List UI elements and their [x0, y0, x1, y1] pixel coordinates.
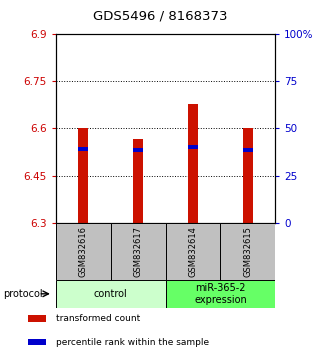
Text: percentile rank within the sample: percentile rank within the sample — [56, 337, 209, 347]
Bar — [166, 223, 220, 280]
Bar — [28, 338, 46, 346]
Bar — [78, 128, 88, 223]
Bar — [243, 128, 253, 223]
Bar — [56, 223, 111, 280]
Bar — [188, 145, 198, 149]
Bar — [166, 280, 275, 308]
Text: control: control — [94, 289, 128, 299]
Bar — [78, 147, 88, 152]
Text: protocol: protocol — [3, 289, 43, 299]
Text: GSM832615: GSM832615 — [243, 226, 252, 277]
Bar — [111, 223, 166, 280]
Text: GSM832614: GSM832614 — [188, 226, 197, 277]
Bar — [28, 315, 46, 321]
Text: miR-365-2
expression: miR-365-2 expression — [194, 283, 247, 305]
Bar — [56, 280, 166, 308]
Bar — [133, 139, 143, 223]
Bar — [243, 148, 253, 152]
Text: GSM832616: GSM832616 — [79, 226, 88, 277]
Bar — [188, 104, 198, 223]
Text: GDS5496 / 8168373: GDS5496 / 8168373 — [93, 10, 227, 22]
Bar — [220, 223, 275, 280]
Bar — [133, 148, 143, 152]
Text: transformed count: transformed count — [56, 314, 140, 322]
Text: GSM832617: GSM832617 — [134, 226, 143, 277]
